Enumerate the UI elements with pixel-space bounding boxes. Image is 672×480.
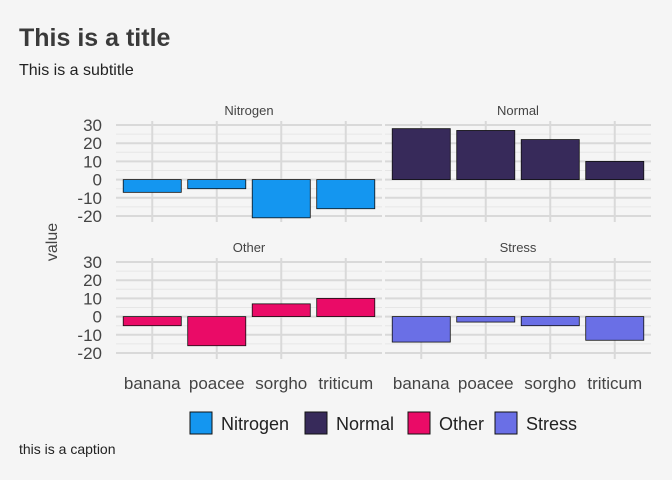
legend-label: Stress [526,414,577,434]
bar-normal-banana [391,128,451,180]
x-tick-label: sorgho [255,374,307,393]
legend-key-normal [304,411,328,435]
y-tick-label: -20 [77,207,102,226]
bar-other-sorgho [251,303,311,317]
y-tick-label: 0 [93,308,102,327]
bar-stress-triticum [585,316,645,341]
bar-other-triticum [316,297,376,317]
bar-nitrogen-sorgho [251,179,311,219]
legend-key-stress [494,411,518,435]
legend: Nitrogen Normal Other Stress [189,411,577,435]
x-tick-label: triticum [587,374,642,393]
x-tick-labels: banana poacee sorgho triticum banana poacee so… [124,374,642,393]
bar-normal-poacee [456,130,516,181]
panel-normal: Normal [385,103,651,222]
x-tick-label: poacee [458,374,514,393]
bar-other-poacee [187,316,247,347]
y-tick-label: 30 [83,116,102,135]
y-tick-label: 30 [83,253,102,272]
y-tick-label: 20 [83,134,102,153]
x-tick-label: sorgho [524,374,576,393]
facet-label: Stress [500,240,537,255]
x-tick-label: triticum [318,374,373,393]
legend-label: Normal [336,414,394,434]
chart-subtitle: This is a subtitle [19,62,134,79]
bar-stress-sorgho [520,316,580,327]
y-axis-label: value [44,223,61,261]
legend-label: Other [439,414,484,434]
y-tick-label: -10 [77,189,102,208]
bar-normal-sorgho [520,139,580,180]
legend-label: Nitrogen [221,414,289,434]
chart-title: This is a title [19,24,171,52]
legend-key-other [407,411,431,435]
x-tick-label: poacee [189,374,245,393]
y-tick-label: 0 [93,171,102,190]
facet-label: Nitrogen [224,103,273,118]
facet-label: Other [233,240,266,255]
legend-key-nitrogen [189,411,213,435]
bar-stress-banana [391,316,451,343]
bar-nitrogen-banana [122,179,182,193]
y-tick-label: 10 [83,289,102,308]
facet-panels: Nitrogen3020100-10-20NormalOther3020100-… [77,103,651,363]
x-tick-label: banana [393,374,450,393]
x-tick-label: banana [124,374,181,393]
bar-normal-triticum [585,160,645,180]
y-tick-label: -10 [77,326,102,345]
y-tick-label: 10 [83,152,102,171]
chart-caption: this is a caption [19,441,116,457]
facet-label: Normal [497,103,539,118]
bar-stress-poacee [456,316,516,323]
y-tick-label: 20 [83,271,102,290]
bar-other-banana [122,316,182,327]
y-tick-label: -20 [77,344,102,363]
bar-nitrogen-triticum [316,179,376,210]
panel-stress: Stress [385,240,651,359]
bar-nitrogen-poacee [187,179,247,190]
